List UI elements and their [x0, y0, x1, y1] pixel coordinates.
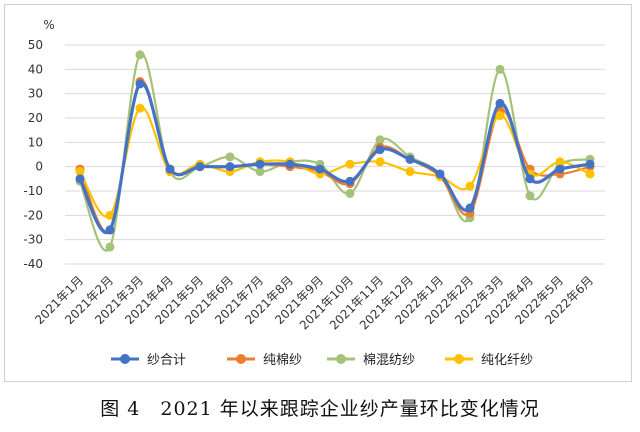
data-point [345, 188, 355, 198]
data-point [435, 169, 445, 179]
data-point [525, 174, 535, 184]
legend-label: 纯棉纱 [263, 353, 302, 368]
data-point [495, 111, 505, 121]
y-tick-label: -40 [23, 257, 43, 271]
series-4 [75, 103, 595, 220]
series-3 [75, 50, 595, 252]
legend-marker [336, 354, 346, 364]
legend-marker [120, 354, 130, 364]
series-line [78, 52, 591, 252]
y-tick-label: 10 [28, 135, 43, 149]
y-tick-label: 50 [28, 38, 43, 52]
data-point [75, 167, 85, 177]
y-tick-label: 30 [28, 87, 43, 101]
data-point [525, 191, 535, 201]
data-point [405, 167, 415, 177]
legend-item: 棉混纺纱 [327, 353, 415, 368]
data-point [495, 98, 505, 108]
data-point [495, 64, 505, 74]
data-point [555, 157, 565, 167]
data-point [255, 159, 265, 169]
y-tick-label: -20 [23, 208, 43, 222]
data-point [465, 203, 475, 213]
y-axis-unit: % [43, 18, 54, 32]
data-point [375, 145, 385, 155]
data-point [465, 181, 475, 191]
data-point [315, 164, 325, 174]
y-tick-label: 0 [35, 160, 43, 174]
legend-label: 纯化纤纱 [481, 353, 533, 368]
chart-frame: % 50 40 30 20 10 0 -10 -20 -30 -40 2021年1月 2021年2月… [4, 4, 632, 382]
y-tick-label: -10 [23, 184, 43, 198]
legend-label: 棉混纺纱 [363, 353, 415, 368]
data-point [585, 169, 595, 179]
y-tick-label: 20 [28, 111, 43, 125]
data-point [555, 164, 565, 174]
data-point [105, 242, 115, 252]
data-point [585, 159, 595, 169]
data-point [135, 50, 145, 60]
data-point [105, 210, 115, 220]
y-tick-label: 40 [28, 62, 43, 76]
series-2 [75, 77, 595, 235]
data-point [165, 164, 175, 174]
data-point [105, 225, 115, 235]
data-point [255, 167, 265, 177]
y-tick-label: -30 [23, 233, 43, 247]
data-point [75, 174, 85, 184]
figure-caption: 图 4 2021 年以来跟踪企业纱产量环比变化情况 [100, 398, 540, 420]
data-point [375, 157, 385, 167]
legend-item: 纱合计 [111, 353, 186, 368]
data-point [375, 135, 385, 145]
legend-marker [454, 354, 464, 364]
legend-item: 纯化纤纱 [445, 353, 533, 368]
data-point [135, 103, 145, 113]
legend-item: 纯棉纱 [227, 353, 302, 368]
data-point [285, 159, 295, 169]
legend-label: 纱合计 [147, 353, 186, 368]
series-1 [75, 79, 595, 235]
data-point [135, 79, 145, 89]
legend-marker [236, 354, 246, 364]
data-point [225, 152, 235, 162]
data-point [405, 154, 415, 164]
data-point [345, 159, 355, 169]
series-line [78, 79, 591, 234]
data-point [195, 162, 205, 172]
data-point [225, 162, 235, 172]
data-point [345, 176, 355, 186]
